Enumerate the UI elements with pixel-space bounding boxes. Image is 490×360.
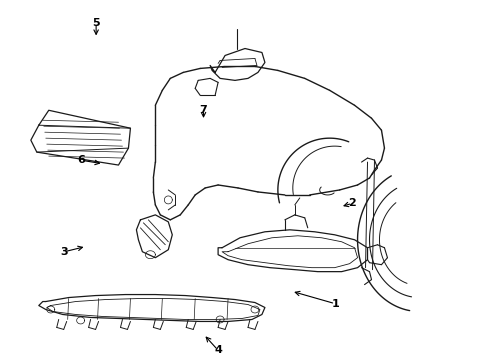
Text: 7: 7 [199, 105, 207, 115]
Text: 5: 5 [92, 18, 100, 28]
Text: 2: 2 [348, 198, 356, 208]
Text: 3: 3 [61, 247, 68, 257]
Text: 1: 1 [331, 299, 339, 309]
Text: 6: 6 [77, 155, 85, 165]
Text: 4: 4 [214, 345, 222, 355]
